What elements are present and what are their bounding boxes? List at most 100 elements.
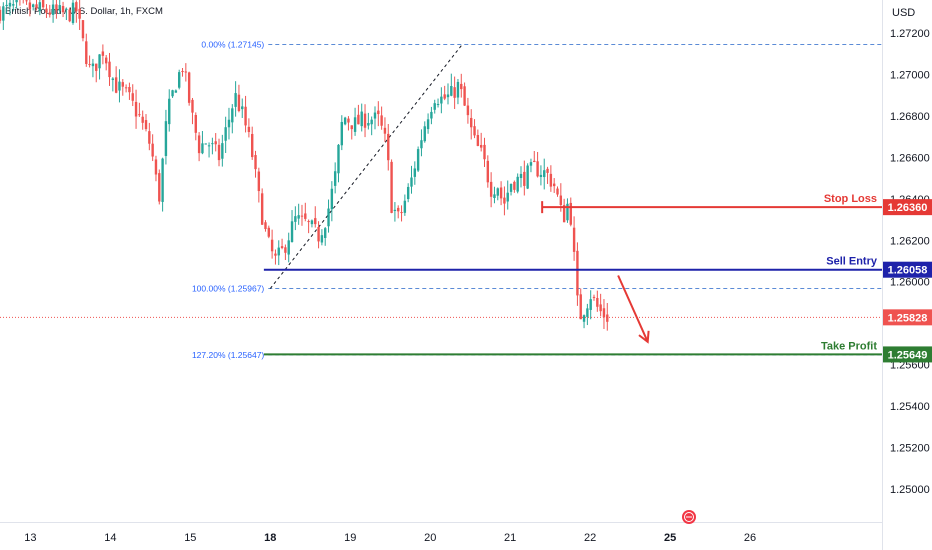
candle-body [144, 120, 148, 130]
candle-body [493, 194, 496, 199]
time-tick-label: 13 [24, 532, 36, 544]
candle-body [101, 51, 105, 56]
candle-body [333, 171, 337, 186]
candle-body [576, 250, 579, 296]
candle-body [118, 81, 121, 91]
candle-body [241, 106, 244, 110]
level-label: Stop Loss [824, 193, 877, 205]
candle-body [191, 99, 194, 113]
candle-body [197, 135, 201, 154]
candle-body [71, 2, 75, 23]
candle-body [453, 87, 456, 98]
price-tick-label: 1.26000 [890, 277, 930, 289]
candle-body [406, 186, 410, 200]
level-label: Take Profit [821, 340, 877, 352]
candle-body [51, 4, 55, 15]
candle-body [307, 221, 310, 223]
current-price-tag-text: 1.25828 [888, 312, 928, 324]
candle-body [380, 115, 383, 126]
candle-body [499, 187, 503, 199]
candle-body [177, 72, 181, 88]
candle-body [489, 181, 493, 197]
candle-body [231, 108, 234, 123]
candle-body [138, 114, 141, 116]
candle-body [194, 114, 197, 133]
price-tag [883, 199, 932, 216]
candle-body [470, 117, 473, 128]
candle-body [264, 222, 267, 230]
candle-body [317, 227, 320, 242]
candle-body [549, 173, 553, 187]
candle-body [108, 61, 111, 78]
candle-body [546, 168, 549, 173]
candle-body [413, 168, 417, 177]
candle-body [602, 308, 606, 318]
candle-body [486, 160, 490, 183]
time-tick-label: 14 [104, 532, 116, 544]
candle-body [473, 126, 476, 136]
price-tag [883, 261, 932, 278]
fib-level-label: 100.00% (1.25967) [192, 284, 264, 294]
candle-body [446, 94, 450, 98]
currency-label[interactable]: USD [892, 7, 915, 19]
candle-body [81, 20, 85, 39]
price-tag-text: 1.25649 [888, 349, 928, 361]
candle-body [340, 121, 344, 146]
candle-body [436, 103, 440, 106]
candle-body [134, 101, 138, 117]
candle-body [496, 188, 499, 196]
candle-body [569, 202, 572, 225]
candle-body [592, 296, 596, 298]
candle-body [330, 188, 334, 210]
candle-body [114, 77, 118, 93]
candle-body [154, 159, 158, 175]
candle-body [523, 171, 526, 186]
price-tick-label: 1.27000 [890, 70, 930, 82]
candle-body [31, 4, 35, 8]
candle-body [217, 144, 221, 161]
candle-body [187, 72, 191, 103]
candle-body [251, 133, 254, 158]
fib-trend-line [269, 44, 463, 289]
candle-body [98, 54, 101, 69]
candle-body [141, 116, 144, 123]
candle-body [387, 133, 390, 161]
candle-body [164, 121, 168, 157]
candle-body [556, 188, 559, 195]
candle-body [393, 209, 397, 211]
candle-body [41, 0, 45, 8]
candle-body [566, 203, 569, 221]
candle-body [403, 200, 407, 213]
candle-body [516, 176, 519, 192]
candle-body [513, 181, 516, 190]
fib-level-label: 0.00% (1.27145) [201, 40, 264, 50]
candle-body [320, 235, 324, 243]
candle-body [410, 177, 413, 187]
price-axis[interactable] [883, 0, 932, 522]
fibonacci-extension[interactable]: 0.00% (1.27145) 100.00% (1.25967) 127.20% … [192, 40, 882, 360]
candle-body [529, 162, 533, 166]
price-tick-label: 1.25600 [890, 360, 930, 372]
candle-body [227, 119, 231, 128]
candle-body [277, 247, 280, 256]
candle-body [78, 8, 81, 19]
candle-body [28, 2, 32, 10]
price-tag-text: 1.26360 [888, 202, 928, 214]
candle-body [539, 174, 543, 177]
candle-body [572, 227, 576, 252]
candle-body [68, 9, 71, 22]
candle-body [337, 144, 340, 174]
time-tick-label: 20 [424, 532, 436, 544]
price-tick-label: 1.25200 [890, 442, 930, 454]
candle-body [367, 122, 370, 126]
candle-body [416, 149, 420, 171]
trade-levels[interactable]: Stop Loss Sell Entry Take Profit [0, 193, 882, 356]
price-tag [883, 346, 932, 363]
candle-body [5, 4, 8, 7]
candle-body [181, 71, 184, 73]
candle-body [297, 215, 300, 219]
current-price-tag [883, 309, 932, 326]
candle-body [111, 78, 115, 80]
economic-event-icon[interactable] [682, 510, 696, 524]
